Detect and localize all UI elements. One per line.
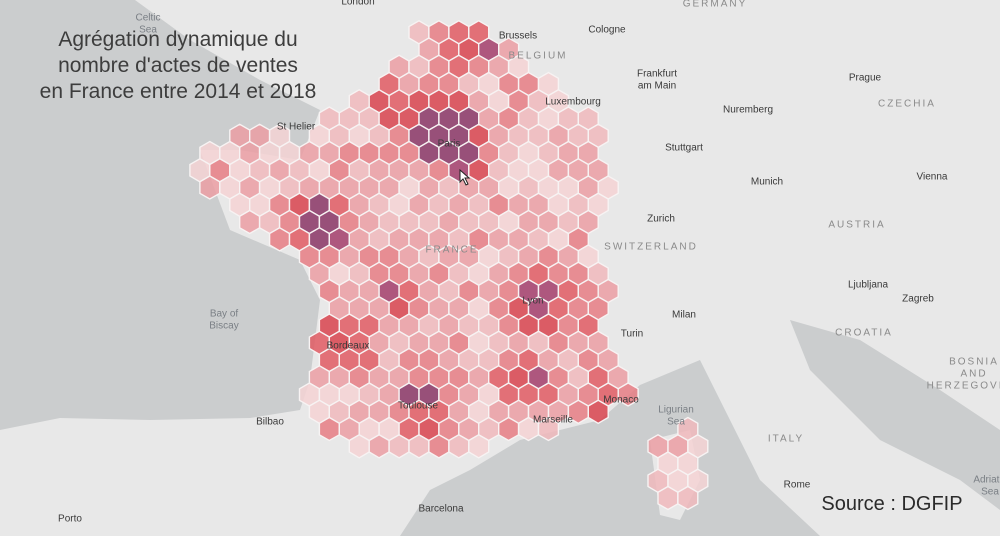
hexbin [428,433,450,459]
sea-label: Sea [667,417,685,428]
hexbin [318,416,340,442]
title-line: en France entre 2014 et 2018 [40,80,317,103]
place-label: Prague [849,73,882,84]
hexbin-layer [189,19,709,511]
place-label: Stuttgart [665,143,703,154]
hexbin [617,382,639,407]
hexbin [448,433,470,459]
hexbin [199,175,221,200]
cursor [459,168,471,186]
hexbin [677,485,699,511]
country-label: HERZEGOVINA [927,381,1000,392]
mediterranean-sea [400,360,820,536]
country-label: AND [960,369,987,380]
hexbin [388,433,410,459]
sea-label: Ligurian [658,405,694,416]
title-line: Agrégation dynamique du [58,28,297,51]
place-label: Lyon [522,296,543,307]
country-label: GERMANY [683,0,748,10]
place-label: Bordeaux [327,341,370,352]
place-label: Bilbao [256,417,284,428]
hexbin [537,416,560,442]
country-label: SWITZERLAND [604,242,698,253]
place-label: Cologne [588,25,626,36]
place-label: Zagreb [902,294,934,305]
place-label: Marseille [533,415,573,426]
country-label: BOSNIA [949,357,999,368]
uk-land [140,0,400,40]
place-label: Brussels [499,31,537,42]
country-label: BELGIUM [508,51,567,62]
sea-label: Sea [139,25,157,36]
hexbin [408,433,430,459]
country-label: CZECHIA [878,99,936,110]
hexbin [268,226,291,252]
place-label: Nuremberg [723,105,773,116]
place-label: Ljubljana [848,280,888,291]
place-label: am Main [638,81,676,92]
place-label: Rome [784,480,811,491]
place-label: Paris [438,139,461,150]
place-label: Toulouse [398,401,438,412]
hexbin [368,433,390,459]
place-label: Zurich [647,214,675,225]
country-label: FRANCE [425,245,478,256]
country-label: AUSTRIA [828,220,885,231]
adriatic-sea [790,320,1000,510]
sea-label: Bay of [210,309,239,320]
place-label: St Helier [277,122,316,133]
hexbin [348,433,370,459]
place-label: London [341,0,374,8]
hexbin [498,416,520,442]
place-label: Frankfurt [637,69,677,80]
sea-label: Celtic [135,13,160,24]
place-label: Turin [621,329,643,340]
place-label: Munich [751,177,783,188]
hexbin [238,209,261,235]
place-label: Luxembourg [545,97,601,108]
place-label: Vienna [917,172,948,183]
hexbin [657,485,679,511]
sea-label: Biscay [209,321,238,332]
country-label: ITALY [768,434,804,445]
place-label: Monaco [603,395,639,406]
country-label: CROATIA [835,328,893,339]
sea-label: Sea [981,487,999,498]
source: Source : DGFIP [821,493,962,515]
atlantic-sea [0,0,320,430]
sea-label: Adriatic [973,475,1000,486]
place-label: Milan [672,310,696,321]
hexbin [468,433,490,459]
place-label: Barcelona [418,504,463,515]
title-line: nombre d'actes de ventes [58,54,298,77]
hexbin [587,399,609,425]
place-label: Porto [58,514,82,525]
